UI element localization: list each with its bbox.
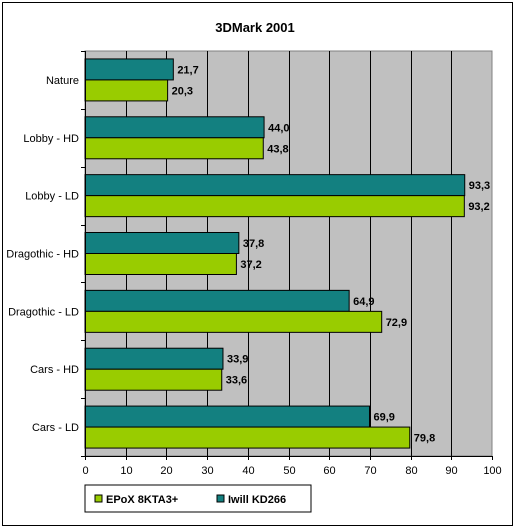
- bar: [84, 405, 370, 428]
- bar: [84, 347, 224, 370]
- x-tick-label: 0: [82, 465, 88, 477]
- chart-title: 3DMark 2001: [215, 20, 295, 35]
- data-label: 69,9: [373, 412, 394, 424]
- data-label: 33,9: [227, 354, 248, 366]
- x-tick-label: 80: [405, 465, 417, 477]
- bar: [84, 195, 465, 218]
- data-label: 33,6: [226, 375, 247, 387]
- category-label: Dragothic - HD: [6, 249, 79, 261]
- plot-area: 21,7 20,3 Nature 44,0 43,8 Lobby - HD 93,3 93,2…: [6, 50, 502, 477]
- legend-label: EPoX 8KTA3+: [106, 494, 178, 506]
- bar: [84, 426, 411, 449]
- bar: [84, 310, 383, 333]
- bar: [84, 368, 223, 391]
- data-label: 43,8: [267, 143, 288, 155]
- x-tick-label: 90: [445, 465, 457, 477]
- data-label: 72,9: [386, 317, 407, 329]
- bar: [84, 253, 237, 275]
- category-label: Lobby - LD: [25, 191, 79, 203]
- bar-chart: 3DMark 2001 21,7 20,3 Nature 44,0 43,8 Lobby …: [6, 20, 502, 513]
- x-tick-label: 50: [283, 465, 295, 477]
- x-tick-label: 100: [483, 465, 501, 477]
- bar: [84, 174, 466, 197]
- x-tick-label: 70: [364, 465, 376, 477]
- legend: EPoX 8KTA3+ Iwill KD266: [84, 484, 312, 513]
- x-tick-label: 30: [201, 465, 213, 477]
- bar: [84, 116, 265, 139]
- x-tick-label: 40: [242, 465, 254, 477]
- x-tick-label: 60: [323, 465, 335, 477]
- legend-label: Iwill KD266: [228, 494, 286, 506]
- data-label: 93,3: [469, 180, 490, 192]
- category-label: Dragothic - LD: [8, 306, 79, 318]
- data-label: 37,8: [243, 238, 264, 250]
- bar: [84, 58, 174, 81]
- x-tick-label: 20: [160, 465, 172, 477]
- category-label: Nature: [46, 75, 79, 87]
- bar: [84, 137, 264, 160]
- bar: [84, 289, 350, 312]
- category-label: Lobby - HD: [23, 133, 79, 145]
- data-label: 20,3: [172, 85, 193, 97]
- data-label: 37,2: [240, 259, 261, 271]
- data-label: 21,7: [177, 64, 198, 76]
- legend-swatch: [216, 494, 225, 503]
- bar: [84, 232, 240, 254]
- data-label: 44,0: [268, 122, 289, 134]
- category-label: Cars - LD: [32, 422, 79, 434]
- x-tick-label: 10: [120, 465, 132, 477]
- bar: [84, 79, 169, 102]
- category-label: Cars - HD: [30, 364, 79, 376]
- legend-swatch: [94, 494, 103, 503]
- data-label: 93,2: [468, 201, 489, 213]
- data-label: 79,8: [414, 433, 435, 445]
- legend-box: [84, 484, 312, 513]
- data-label: 64,9: [353, 296, 374, 308]
